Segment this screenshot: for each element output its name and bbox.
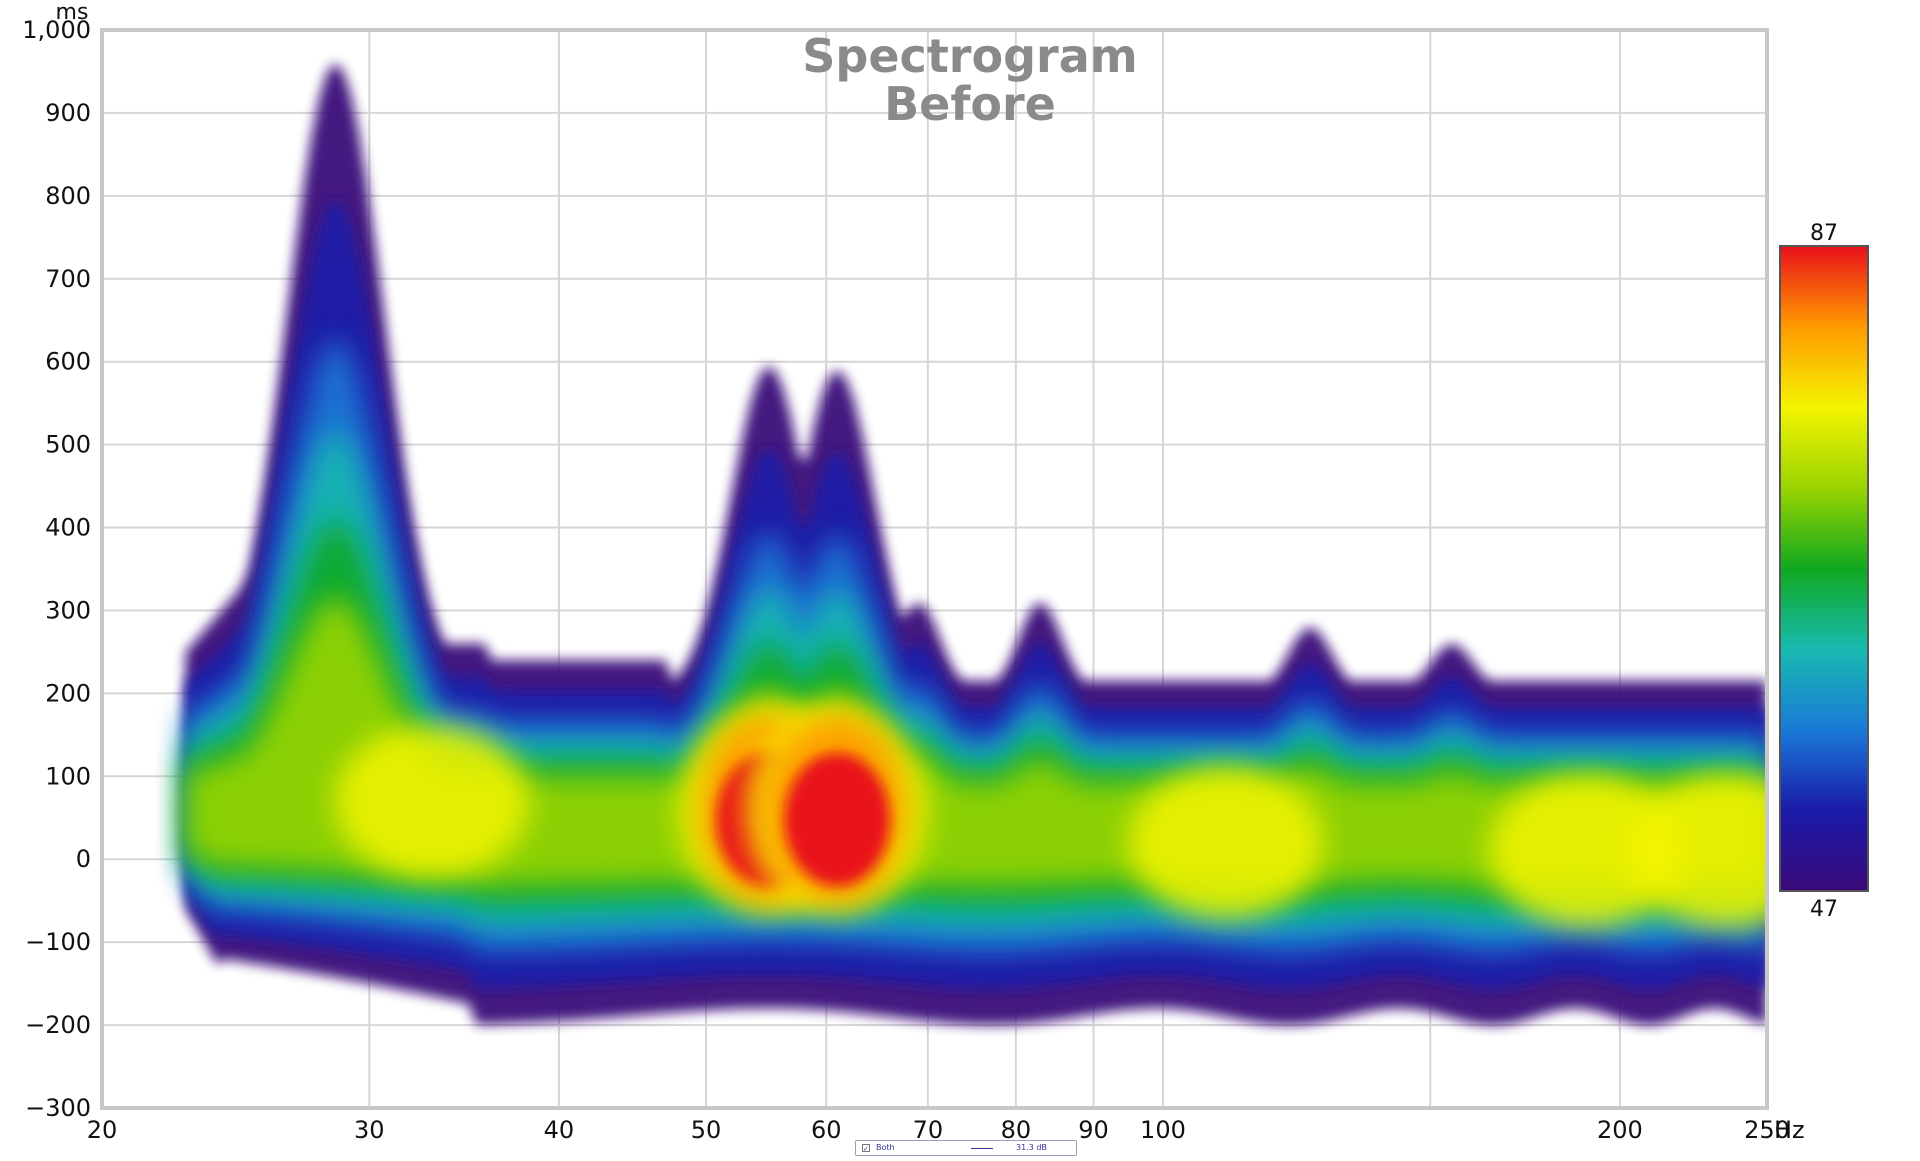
spectrogram-heat-surface: [185, 63, 1767, 1026]
y-tick-label: 300: [45, 596, 91, 624]
x-tick-label: 80: [1001, 1116, 1032, 1144]
hot-spot-yellow: [334, 724, 530, 879]
x-tick-label: 90: [1078, 1116, 1109, 1144]
chart-subtitle: Before: [884, 77, 1056, 131]
hot-spot-yellow: [1628, 773, 1767, 928]
y-tick-label: 900: [45, 99, 91, 127]
legend-item-value: 31.3 dB: [1016, 1143, 1047, 1152]
y-tick-label: 500: [45, 431, 91, 459]
x-tick-label: 40: [544, 1116, 575, 1144]
y-tick-label: 1,000: [22, 16, 91, 44]
colorbar-min-label: 47: [1810, 897, 1838, 922]
x-tick-label: 50: [691, 1116, 722, 1144]
legend-item-name: Both: [876, 1143, 895, 1152]
y-tick-label: 0: [76, 845, 91, 873]
plot-frame: [100, 28, 1769, 1110]
x-tick-label: 20: [87, 1116, 118, 1144]
legend: ✓ Both 31.3 dB: [855, 1140, 1077, 1156]
y-axis-unit-label: ms: [56, 0, 89, 25]
y-tick-label: 200: [45, 679, 91, 707]
hot-spot-red: [784, 752, 890, 886]
x-tick-label: 250: [1744, 1116, 1790, 1144]
colorbar: [1779, 245, 1869, 892]
x-tick-label: 30: [354, 1116, 385, 1144]
chart-title: Spectrogram: [802, 29, 1137, 83]
x-tick-label: 100: [1140, 1116, 1186, 1144]
hot-spot-yellow: [1488, 773, 1684, 928]
x-tick-label: 60: [811, 1116, 842, 1144]
y-tick-label: −200: [25, 1011, 91, 1039]
y-tick-label: 700: [45, 265, 91, 293]
y-axis-tick-labels: −300 −200 −100 0 100 200 300 400 500 600 700 800 900…: [22, 16, 91, 1122]
x-tick-label: 200: [1597, 1116, 1643, 1144]
colorbar-max-label: 87: [1810, 221, 1838, 246]
x-tick-label: 70: [913, 1116, 944, 1144]
y-tick-label: 100: [45, 762, 91, 790]
y-tick-label: −300: [25, 1094, 91, 1122]
spectrogram-band: [185, 597, 1767, 886]
y-tick-label: 600: [45, 348, 91, 376]
x-axis-unit-label: Hz: [1774, 1116, 1805, 1144]
legend-checkbox[interactable]: ✓: [862, 1144, 870, 1153]
x-axis-tick-labels: 20 30 40 50 60 70 80 90 100 200 250: [87, 1116, 1790, 1144]
y-tick-label: 800: [45, 182, 91, 210]
legend-line-swatch: [971, 1148, 993, 1149]
hot-spot-yellow: [1128, 765, 1324, 920]
y-tick-label: 400: [45, 514, 91, 542]
y-tick-label: −100: [25, 928, 91, 956]
